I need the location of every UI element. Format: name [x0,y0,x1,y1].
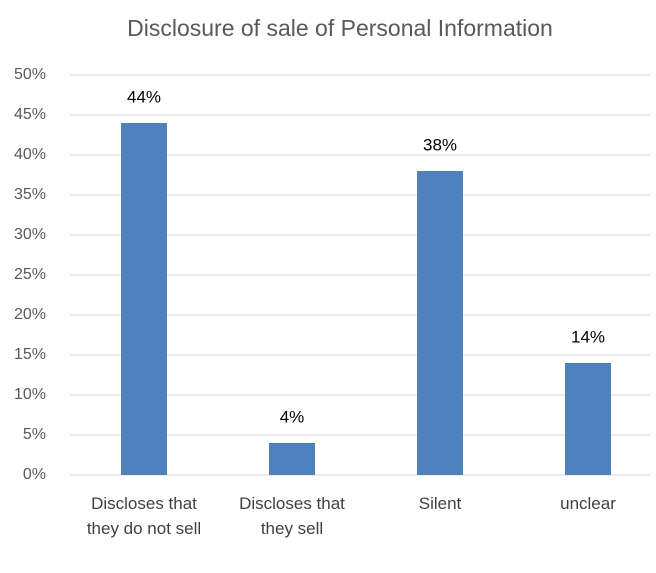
x-tick-label: Discloses that they sell [239,494,345,538]
y-tick-label: 10% [14,386,46,403]
y-tick-label: 15% [14,346,46,363]
x-tick-label: Discloses that they do not sell [86,494,202,538]
bar [565,363,611,475]
y-tick-label: 45% [14,106,46,123]
data-label: 14% [571,327,605,346]
data-label: 4% [280,407,305,426]
bar [269,443,315,475]
y-tick-label: 20% [14,306,46,323]
chart-title: Disclosure of sale of Personal Informati… [127,15,553,41]
y-tick-label: 25% [14,266,46,283]
y-tick-label: 50% [14,66,46,83]
data-label: 38% [423,135,457,154]
y-tick-label: 5% [23,426,46,443]
y-tick-label: 35% [14,186,46,203]
y-tick-label: 30% [14,226,46,243]
bar [121,123,167,475]
bar [417,171,463,475]
x-tick-label: Silent [418,494,462,513]
y-tick-label: 0% [23,466,46,483]
x-tick-label: unclear [560,494,616,513]
data-label: 44% [127,87,161,106]
y-tick-label: 40% [14,146,46,163]
